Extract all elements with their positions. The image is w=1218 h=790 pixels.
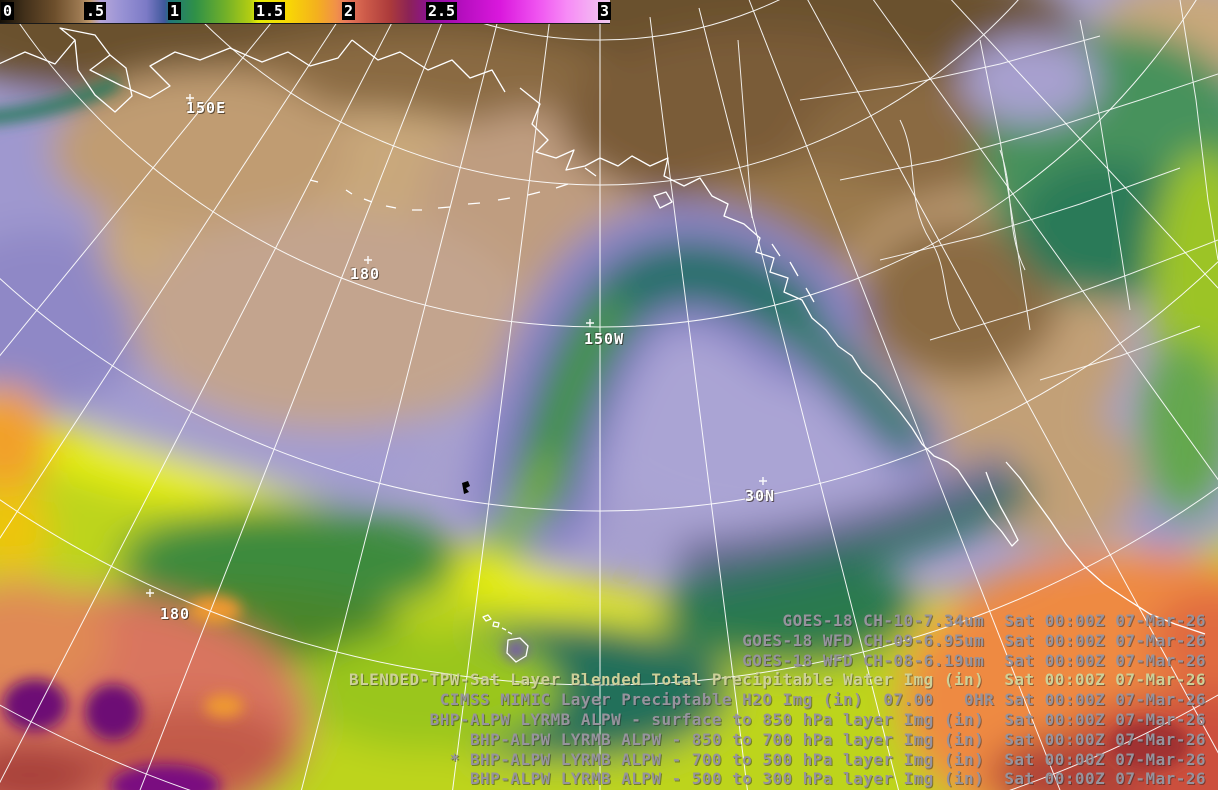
- legend-alpw-700-500[interactable]: * BHP-ALPW LYRMB ALPW - 700 to 500 hPa l…: [449, 749, 1206, 769]
- legend-alpw-500-300[interactable]: BHP-ALPW LYRMB ALPW - 500 to 300 hPa lay…: [469, 769, 1206, 789]
- colorbar-tick-1: 1: [168, 2, 182, 20]
- tpw-field-detail: [0, 75, 1190, 790]
- legend-alpw-850-700[interactable]: BHP-ALPW LYRMB ALPW - 850 to 700 hPa lay…: [469, 729, 1206, 749]
- legend-cimss-mimic[interactable]: CIMSS MIMIC Layer Preciptable H2O Img (i…: [439, 690, 1206, 710]
- colorbar-tick-0: 0: [1, 2, 15, 20]
- lat-label-30n: 30N: [745, 487, 776, 505]
- lon-label-180: 180: [350, 265, 381, 283]
- colorbar-tick-3: 3: [598, 2, 612, 20]
- coastlines: [0, 27, 1206, 663]
- colorbar-tick-25: 2.5: [426, 2, 458, 20]
- graticule-ticks: [146, 94, 767, 597]
- legend-alpw-sfc-850[interactable]: BHP-ALPW LYRMB ALPW - surface to 850 hPa…: [429, 709, 1206, 729]
- colorbar[interactable]: 0 .5 1 1.5 2 2.5 3: [0, 0, 612, 24]
- legend-goes18-ch08[interactable]: GOES-18 WFD CH-08-6.19um Sat 00:00Z 07-M…: [742, 650, 1206, 670]
- colorbar-tick-15: 1.5: [254, 2, 286, 20]
- legend-goes18-ch09[interactable]: GOES-18 WFD CH-09-6.95um Sat 00:00Z 07-M…: [742, 630, 1206, 650]
- legend-blended-tpw[interactable]: BLENDED-TPW-Sat Layer Blended Total Prec…: [348, 670, 1206, 690]
- lon-label-150e: 150E: [186, 99, 227, 117]
- legend-goes18-ch10[interactable]: GOES-18 CH-10-7.34um Sat 00:00Z 07-Mar-2…: [782, 611, 1206, 630]
- colorbar-tick-2: 2: [342, 2, 356, 20]
- colorbar-tick-05: .5: [84, 2, 107, 20]
- black-ink-annotation: [462, 481, 470, 494]
- lon-label-180-south: 180: [160, 605, 191, 623]
- state-borders: [737, 0, 1218, 381]
- lon-label-150w: 150W: [584, 330, 625, 348]
- product-legend: GOES-18 CH-10-7.34um Sat 00:00Z 07-Mar-2…: [349, 611, 1206, 789]
